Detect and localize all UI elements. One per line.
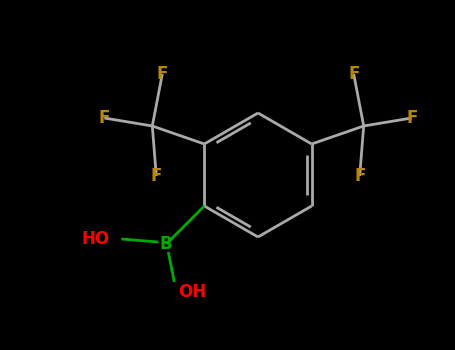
Text: F: F — [406, 109, 417, 127]
Text: OH: OH — [178, 283, 207, 301]
Text: F: F — [99, 109, 110, 127]
Text: F: F — [348, 65, 359, 83]
Text: F: F — [157, 65, 168, 83]
Text: HO: HO — [81, 230, 109, 248]
Text: F: F — [354, 167, 365, 185]
Text: B: B — [160, 235, 172, 253]
Text: F: F — [151, 167, 162, 185]
